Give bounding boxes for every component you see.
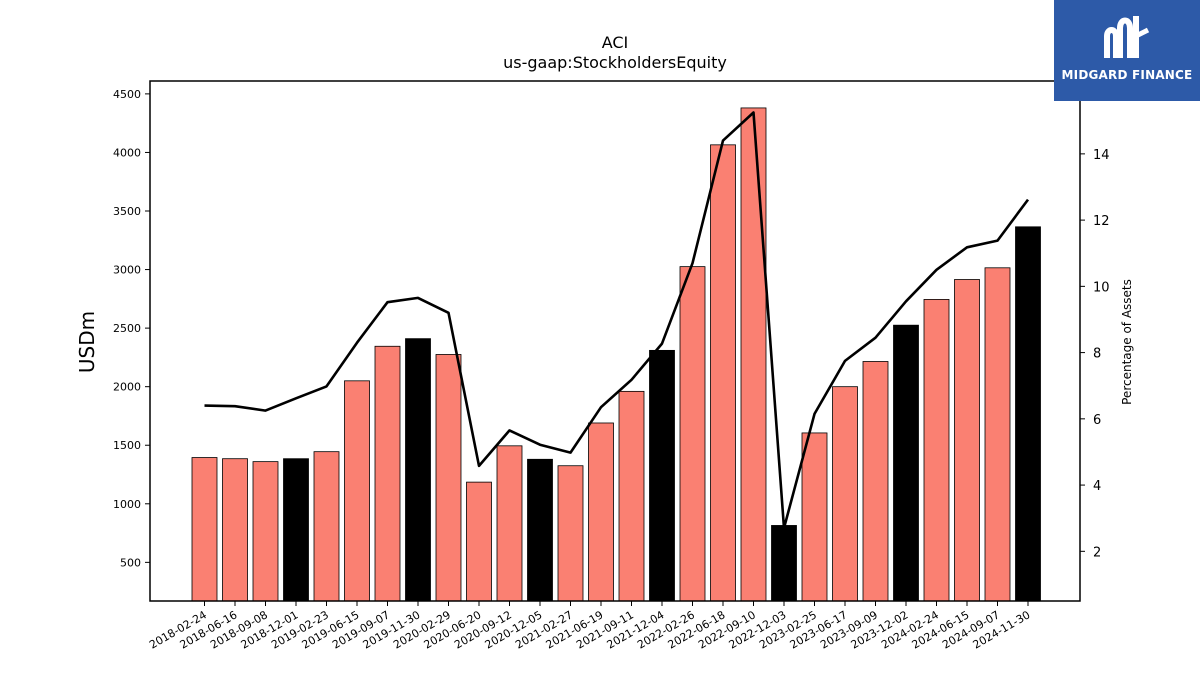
bar: [313, 451, 340, 602]
y-tick-label: 2000: [113, 381, 141, 394]
bar: [191, 457, 218, 602]
bar: [466, 481, 492, 602]
bar: [832, 386, 858, 602]
bar: [771, 525, 797, 602]
line-group: [204, 111, 1030, 530]
y2-tick-label: 4: [1093, 479, 1101, 494]
y2-tick-label: 8: [1093, 347, 1101, 362]
bar: [557, 465, 584, 602]
bar: [344, 380, 370, 602]
bar: [435, 354, 462, 602]
plot-frame: [149, 80, 1081, 602]
bar: [710, 144, 736, 602]
y2-axis-label: Percentage of Assets: [1120, 279, 1134, 405]
brand-name: MIDGARD FINANCE: [1061, 68, 1193, 82]
bar: [496, 445, 523, 602]
bar: [740, 107, 767, 602]
bar: [862, 361, 889, 602]
brand-logo: MIDGARD FINANCE: [1054, 0, 1200, 101]
bars-group: [191, 107, 1041, 602]
y-tick-label: 1000: [113, 498, 141, 511]
y-tick-label: 500: [120, 556, 141, 569]
bar: [679, 266, 706, 602]
y-tick-label: 4500: [113, 88, 141, 101]
y2-tick-label: 12: [1093, 214, 1110, 229]
y-axis-label: USDm: [75, 311, 99, 373]
logo-mark-icon: [1104, 16, 1150, 58]
bar: [801, 432, 828, 602]
y-tick-label: 2500: [113, 322, 141, 335]
line-series: [204, 111, 1030, 530]
bar: [588, 422, 614, 602]
bar: [649, 349, 675, 602]
bar: [923, 299, 950, 602]
y-tick-label: 3000: [113, 264, 141, 277]
y-tick-label: 1500: [113, 439, 141, 452]
y-tick-label: 3500: [113, 205, 141, 218]
y2-tick-label: 2: [1093, 545, 1101, 560]
bar: [527, 458, 553, 602]
bar: [252, 461, 279, 602]
y2-tick-label: 6: [1093, 413, 1101, 428]
bar: [222, 458, 248, 602]
bar: [618, 390, 645, 602]
bar: [893, 324, 919, 602]
bar: [954, 279, 980, 602]
bar: [374, 345, 401, 602]
y2-tick-label: 10: [1093, 280, 1110, 295]
y2-tick-label: 14: [1093, 148, 1110, 163]
bar: [405, 338, 431, 602]
bar: [283, 458, 309, 602]
chart-title: ACI: [602, 33, 629, 52]
chart-subtitle: us-gaap:StockholdersEquity: [503, 53, 727, 72]
y-tick-label: 4000: [113, 146, 141, 159]
bar: [984, 267, 1011, 602]
bar: [1015, 226, 1041, 602]
